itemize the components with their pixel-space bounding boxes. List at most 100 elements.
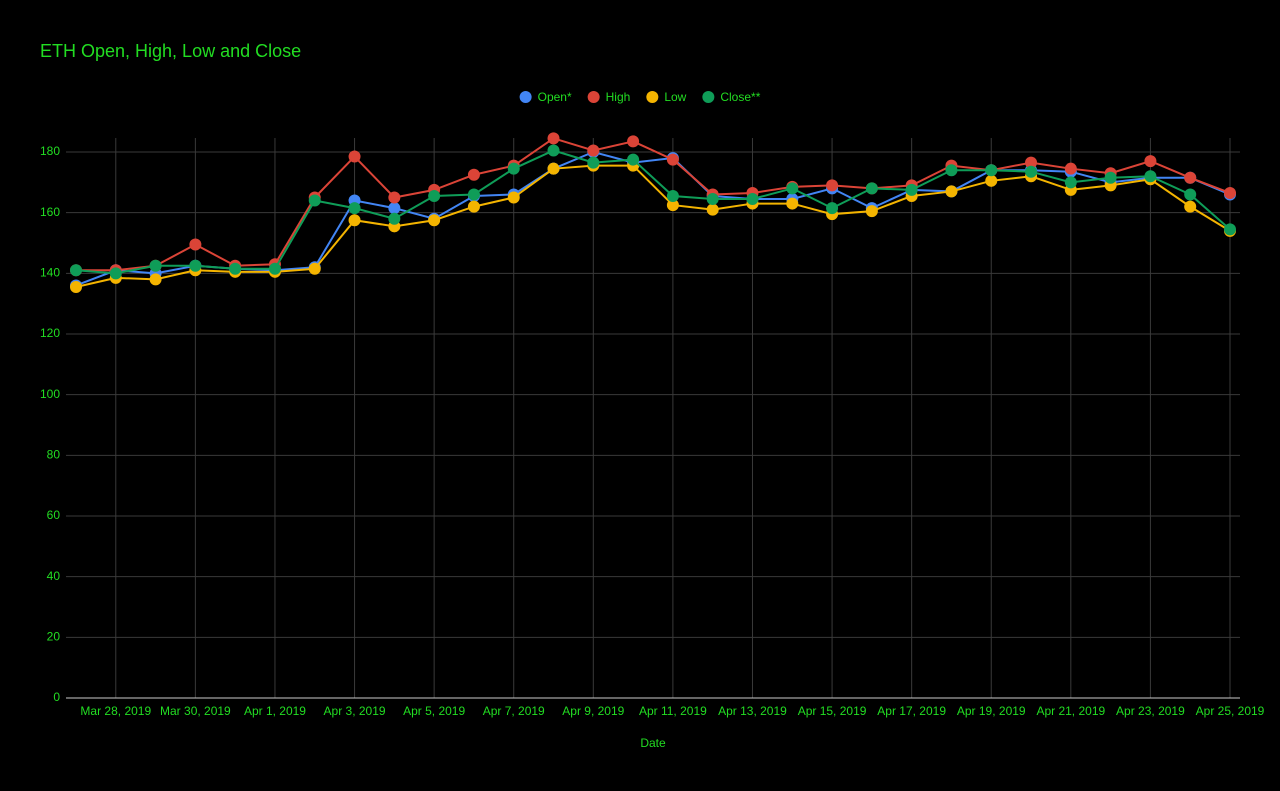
x-tick-label: Apr 5, 2019 xyxy=(403,704,465,718)
data-point xyxy=(149,273,162,286)
x-tick-label: Apr 9, 2019 xyxy=(562,704,624,718)
data-point xyxy=(985,174,998,187)
series-line xyxy=(75,149,1231,275)
y-tick-label: 60 xyxy=(47,508,61,522)
x-tick-label: Apr 25, 2019 xyxy=(1196,704,1265,718)
data-point xyxy=(666,189,679,202)
x-tick-label: Apr 11, 2019 xyxy=(639,704,707,718)
data-point xyxy=(905,183,918,196)
x-tick-label: Apr 13, 2019 xyxy=(718,704,787,718)
data-point xyxy=(467,188,480,201)
y-tick-label: 160 xyxy=(40,205,60,219)
legend-marker xyxy=(646,91,659,103)
data-point xyxy=(388,191,401,204)
y-tick-label: 140 xyxy=(40,266,60,280)
data-point xyxy=(1224,186,1236,199)
x-axis-title: Date xyxy=(640,736,666,750)
data-point xyxy=(1064,176,1077,189)
x-tick-label: Apr 7, 2019 xyxy=(483,704,545,718)
data-point xyxy=(109,267,122,280)
data-point xyxy=(507,162,520,175)
data-point xyxy=(666,153,679,166)
data-point xyxy=(706,203,719,216)
data-point xyxy=(627,135,640,148)
y-tick-label: 120 xyxy=(40,326,60,340)
data-point xyxy=(1144,170,1157,183)
legend-marker xyxy=(702,91,715,103)
x-tick-label: Apr 23, 2019 xyxy=(1116,704,1185,718)
x-tick-label: Mar 28, 2019 xyxy=(80,704,151,718)
data-point xyxy=(666,199,679,212)
y-tick-label: 0 xyxy=(53,690,60,704)
data-point xyxy=(1184,188,1197,201)
legend-label: High xyxy=(606,90,631,104)
data-point xyxy=(189,259,202,272)
x-tick-label: Apr 15, 2019 xyxy=(798,704,867,718)
y-tick-label: 100 xyxy=(40,387,60,401)
data-point xyxy=(1184,200,1197,213)
data-point xyxy=(786,182,799,195)
series-line xyxy=(75,164,1231,288)
data-point xyxy=(388,212,401,225)
data-point xyxy=(348,202,361,215)
data-point xyxy=(985,164,998,177)
y-tick-label: 40 xyxy=(47,569,61,583)
data-point xyxy=(1224,223,1236,236)
data-point xyxy=(627,153,640,166)
series-line xyxy=(76,137,1231,272)
data-point xyxy=(229,262,242,275)
y-tick-label: 80 xyxy=(47,448,61,462)
data-point xyxy=(865,182,878,195)
legend-marker xyxy=(587,91,600,103)
data-point xyxy=(348,214,361,227)
legend-marker xyxy=(519,91,532,103)
legend-label: Low xyxy=(664,90,686,104)
data-point xyxy=(388,202,401,215)
legend-label: Open* xyxy=(538,90,572,104)
data-point xyxy=(467,200,480,213)
x-tick-label: Mar 30, 2019 xyxy=(160,704,231,718)
x-tick-label: Apr 17, 2019 xyxy=(877,704,946,718)
legend-label: Close** xyxy=(720,90,760,104)
data-point xyxy=(308,262,321,275)
chart-title: ETH Open, High, Low and Close xyxy=(40,41,301,61)
data-point xyxy=(1064,162,1077,175)
data-point xyxy=(348,150,361,163)
series-line xyxy=(75,150,1231,287)
data-point xyxy=(547,132,560,145)
data-point xyxy=(1025,165,1038,178)
data-point xyxy=(1025,156,1038,169)
data-point xyxy=(1104,171,1117,184)
data-point xyxy=(826,179,839,192)
data-point xyxy=(507,191,520,204)
data-point xyxy=(865,205,878,218)
x-tick-label: Apr 19, 2019 xyxy=(957,704,1026,718)
data-point xyxy=(826,202,839,215)
data-point xyxy=(945,164,958,177)
data-point xyxy=(428,214,441,227)
data-point xyxy=(70,280,82,293)
data-point xyxy=(428,189,441,202)
y-tick-label: 20 xyxy=(47,630,61,644)
data-point xyxy=(189,238,202,251)
data-point xyxy=(587,144,600,157)
data-point xyxy=(149,259,162,272)
y-tick-label: 180 xyxy=(40,144,60,158)
data-point xyxy=(1184,171,1197,184)
x-tick-label: Apr 21, 2019 xyxy=(1036,704,1105,718)
data-point xyxy=(746,193,759,206)
data-point xyxy=(945,185,958,198)
x-tick-label: Apr 1, 2019 xyxy=(244,704,306,718)
data-point xyxy=(547,162,560,175)
data-point xyxy=(587,156,600,169)
x-tick-label: Apr 3, 2019 xyxy=(324,704,386,718)
data-point xyxy=(547,144,560,157)
data-point xyxy=(467,168,480,181)
data-point xyxy=(786,197,799,210)
data-point xyxy=(1144,155,1157,168)
data-point xyxy=(70,264,82,277)
data-point xyxy=(308,194,321,207)
